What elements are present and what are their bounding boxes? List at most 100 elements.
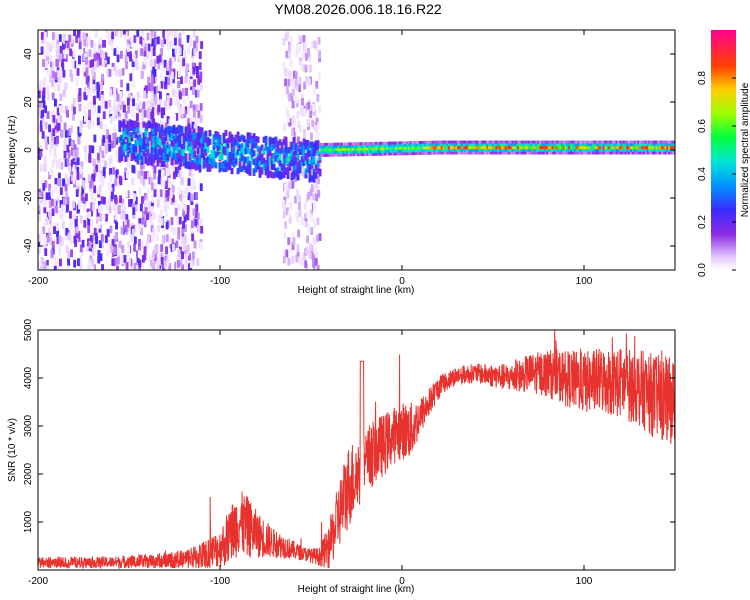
spectrogram-cell xyxy=(152,48,156,56)
spectrogram-cell xyxy=(129,92,133,101)
spectrogram-cell xyxy=(137,170,141,179)
spectrogram-cell xyxy=(349,152,353,157)
spectrogram-cell xyxy=(351,152,355,157)
spectrogram-cell xyxy=(590,150,593,155)
spectrogram-cell xyxy=(504,140,507,145)
spectrogram-cell xyxy=(610,146,613,150)
spectrogram-cell xyxy=(611,150,615,155)
spectrogram-cell xyxy=(316,150,320,157)
spectrogram-cell xyxy=(167,77,171,86)
spectrogram-cell xyxy=(613,148,617,152)
spectrogram-cell xyxy=(152,103,155,111)
spectrogram-cell xyxy=(132,53,136,62)
spectrogram-cell xyxy=(355,145,358,149)
spectrogram-cell xyxy=(134,145,138,153)
spectrogram-cell xyxy=(242,147,246,154)
spectrogram-cell xyxy=(431,140,435,146)
spectrogram-cell xyxy=(318,54,322,63)
spectrogram-cell xyxy=(493,150,496,155)
spectrogram-cell xyxy=(274,167,278,174)
spectrogram-cell xyxy=(628,150,631,155)
spectrogram-cell xyxy=(214,151,218,158)
spectrogram-cell xyxy=(218,162,222,169)
spectrogram-cell xyxy=(462,146,466,150)
spectrogram-cell xyxy=(418,150,422,155)
spectrogram-cell xyxy=(46,49,50,58)
spectrogram-cell xyxy=(171,238,175,247)
spectrogram-cell xyxy=(162,198,166,207)
spectrogram-cell xyxy=(171,57,175,65)
spectrogram-cell xyxy=(54,177,58,186)
spectrogram-cell xyxy=(144,135,148,144)
spectrogram-cell xyxy=(460,150,464,155)
spectrogram-cell xyxy=(529,148,533,152)
spectrogram-cell xyxy=(83,220,87,228)
spectrogram-cell xyxy=(189,186,192,195)
spectrogram-cell xyxy=(70,73,74,82)
spectrogram-cell xyxy=(198,141,202,148)
spectrogram-cell xyxy=(106,56,110,65)
spectrogram-cell xyxy=(633,143,637,147)
spectrogram-cell xyxy=(308,64,312,73)
spectrogram-cell xyxy=(146,172,150,181)
spectrogram-cell xyxy=(504,150,507,155)
spectrogram-cell xyxy=(187,118,191,126)
spectrogram-cell xyxy=(604,146,608,150)
spectrogram-cell xyxy=(56,196,60,204)
spectrogram-cell xyxy=(53,226,56,234)
spectrogram-cell xyxy=(84,193,88,202)
spectrogram-cell xyxy=(98,201,101,209)
spectrogram-cell xyxy=(40,257,44,265)
spectrogram-cell xyxy=(340,142,344,147)
spectrogram-cell xyxy=(440,140,444,145)
spectrogram-cell xyxy=(102,111,106,119)
spectrogram-cell xyxy=(548,150,551,155)
spectrogram-cell xyxy=(69,48,73,57)
spectrogram-cell xyxy=(303,81,307,90)
spectrogram-cell xyxy=(270,153,274,160)
spectrogram-cell xyxy=(218,137,222,144)
spectrogram-cell xyxy=(111,183,115,192)
spectrogram-cell xyxy=(448,140,451,145)
spectrogram-cell xyxy=(327,150,331,154)
spectrogram-cell xyxy=(555,148,558,152)
spectrogram-cell xyxy=(292,137,296,144)
spectrogram-cell xyxy=(290,154,294,161)
spectrogram-cell xyxy=(252,150,256,157)
spectrogram-cell xyxy=(391,141,395,146)
spectrogram-cell xyxy=(166,126,170,133)
spectrogram-cell xyxy=(135,265,139,270)
spectrogram-cell xyxy=(524,140,527,145)
spectrogram-cell xyxy=(293,70,296,79)
spectrogram-cell xyxy=(166,154,170,161)
spectrogram-cell xyxy=(190,159,194,166)
spectrogram-cell xyxy=(158,139,162,146)
spectrogram-cell xyxy=(382,147,385,151)
spectrogram-cell xyxy=(264,135,268,142)
spectrogram-cell xyxy=(517,143,520,147)
spectrogram-cell xyxy=(296,111,300,119)
spectrogram-cell xyxy=(240,143,244,150)
spectrogram-cell xyxy=(58,34,62,42)
spectrogram-cell xyxy=(661,143,664,147)
spectrogram-cell xyxy=(212,135,216,142)
spectrogram-cell xyxy=(500,150,504,155)
spectrogram-cell xyxy=(109,116,113,124)
spectrogram-cell xyxy=(602,143,606,147)
spectrogram-cell xyxy=(106,247,110,256)
spectrogram-cell xyxy=(631,140,635,145)
spectrogram-cell xyxy=(158,257,162,266)
spectrogram-cell xyxy=(53,136,57,145)
spectrogram-cell xyxy=(489,140,493,145)
spectrogram-cell xyxy=(51,92,55,101)
spectrogram-cell xyxy=(315,81,319,89)
spectrogram-cell xyxy=(653,146,657,150)
spectrogram-cell xyxy=(75,77,79,86)
spectrogram-cell xyxy=(48,54,52,63)
spectrogram-cell xyxy=(150,123,154,130)
spectrogram-cell xyxy=(537,143,540,147)
spectrogram-cell xyxy=(595,150,598,155)
spectrogram-cell xyxy=(331,142,335,148)
spectrogram-cell xyxy=(190,220,194,229)
spectrogram-cell xyxy=(138,243,141,252)
